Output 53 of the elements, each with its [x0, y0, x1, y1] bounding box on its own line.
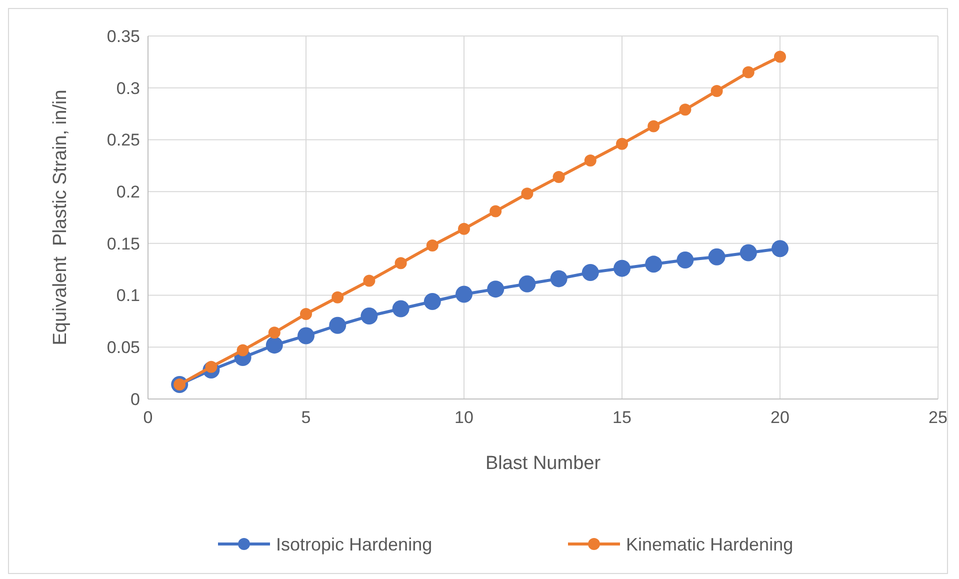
point — [584, 154, 596, 166]
y-tick-label: 0 — [130, 390, 140, 409]
point — [426, 240, 438, 252]
point — [394, 257, 407, 270]
point — [298, 327, 314, 344]
point — [740, 244, 757, 262]
point — [363, 274, 376, 287]
point — [710, 84, 723, 97]
point — [582, 264, 599, 281]
point — [742, 66, 754, 78]
point — [676, 252, 694, 269]
point — [268, 326, 280, 339]
point — [550, 270, 568, 288]
point — [774, 50, 786, 63]
point — [332, 291, 344, 304]
point — [456, 286, 472, 303]
legend-label: Kinematic Hardening — [626, 534, 794, 554]
y-tick-label: 0.35 — [106, 26, 140, 46]
x-tick-label: 5 — [301, 408, 311, 427]
point — [236, 344, 249, 356]
y-tick-label: 0.25 — [106, 130, 140, 150]
y-tick-label: 0.3 — [116, 78, 140, 98]
point — [708, 248, 726, 266]
x-axis-title: Blast Number — [485, 453, 602, 474]
point — [266, 336, 283, 354]
x-tick-label: 20 — [770, 408, 790, 427]
point — [614, 260, 630, 277]
x-tick-label: 0 — [143, 408, 153, 427]
point — [648, 120, 660, 132]
point — [392, 300, 410, 318]
point — [424, 293, 441, 310]
y-tick-label: 0.1 — [116, 286, 140, 306]
point — [552, 171, 565, 184]
x-tick-label: 15 — [612, 408, 632, 427]
y-tick-label: 0.2 — [116, 182, 140, 202]
point — [360, 308, 378, 325]
point — [458, 222, 470, 235]
point — [300, 308, 312, 320]
point — [490, 205, 502, 218]
point — [616, 138, 628, 150]
x-tick-label: 25 — [928, 408, 948, 427]
point — [329, 316, 346, 334]
x-tick-label: 10 — [454, 408, 474, 427]
y-tick-label: 0.15 — [106, 234, 140, 254]
point — [487, 280, 504, 298]
y-axis-title: Equivalent Plastic Strain, in/in — [50, 90, 71, 346]
point — [772, 240, 788, 258]
y-tick-label: 0.05 — [106, 338, 140, 358]
point — [645, 256, 662, 273]
point — [679, 104, 692, 116]
point — [518, 275, 536, 292]
point — [521, 188, 534, 200]
legend-label: Isotropic Hardening — [276, 534, 432, 554]
